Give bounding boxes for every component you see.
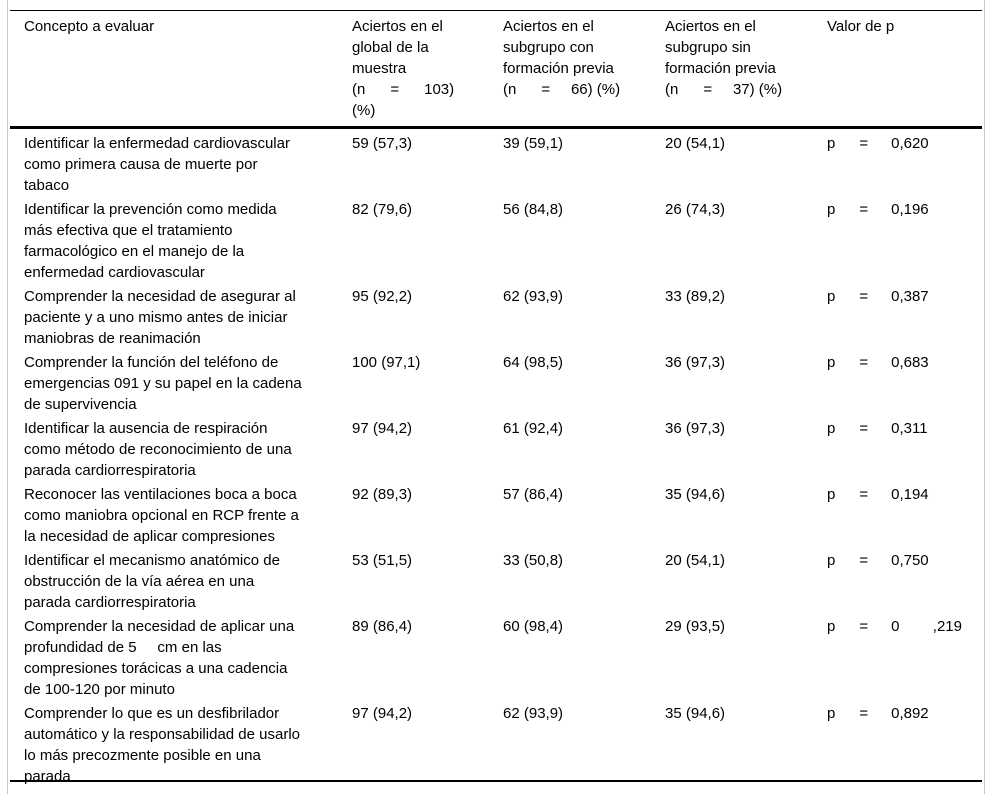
p-equals-sign: = <box>859 354 869 371</box>
without-training-cell: 35 (94,6) <box>665 486 726 503</box>
header-global-sample: Aciertos en el global de la muestra (n =… <box>352 18 455 119</box>
p-value: 0,683 <box>891 354 929 371</box>
p-value-cell: p = 0,892 <box>827 703 982 787</box>
table-bottom-rule <box>10 780 982 782</box>
p-equals-sign: = <box>859 201 869 218</box>
p-equals-sign: = <box>859 420 869 437</box>
global-sample-cell: 82 (79,6) <box>352 201 413 218</box>
table-row: Identificar la ausencia de respiración c… <box>0 417 982 482</box>
p-value: 0,620 <box>891 135 929 152</box>
concept-cell: Identificar la enfermedad cardiovascular… <box>24 135 290 194</box>
p-equals-sign: = <box>859 135 869 152</box>
p-label: p <box>827 354 836 371</box>
table-row: Comprender la necesidad de asegurar al p… <box>0 285 982 350</box>
header-without-training: Aciertos en el subgrupo sin formación pr… <box>665 18 783 98</box>
p-value-cell: p = 0,196 <box>827 199 982 283</box>
concept-cell: Comprender la necesidad de aplicar una p… <box>24 618 295 698</box>
table-row: Reconocer las ventilaciones boca a boca … <box>0 483 982 548</box>
p-value: 0,311 <box>891 420 928 437</box>
concept-cell: Identificar la prevención como medida má… <box>24 201 277 281</box>
p-label: p <box>827 486 836 503</box>
with-training-cell: 62 (93,9) <box>503 288 564 305</box>
p-value-cell: p = 0,311 <box>827 418 982 481</box>
global-sample-cell: 89 (86,4) <box>352 618 413 635</box>
concept-cell: Identificar el mecanismo anatómico de ob… <box>24 552 280 611</box>
table-row: Identificar el mecanismo anatómico de ob… <box>0 549 982 614</box>
p-value-cell: p = 0,387 <box>827 286 982 349</box>
p-label: p <box>827 201 836 218</box>
global-sample-cell: 59 (57,3) <box>352 135 413 152</box>
table-header-row: Concepto a evaluar Aciertos en el global… <box>0 16 982 121</box>
with-training-cell: 62 (93,9) <box>503 705 564 722</box>
table-row: Comprender la función del teléfono de em… <box>0 351 982 416</box>
p-value: 0,194 <box>891 486 929 503</box>
p-label: p <box>827 705 836 722</box>
header-p-value: Valor de p <box>827 18 895 35</box>
table-frame-right-line <box>984 0 985 794</box>
global-sample-cell: 100 (97,1) <box>352 354 421 371</box>
without-training-cell: 20 (54,1) <box>665 552 726 569</box>
table-body: Identificar la enfermedad cardiovascular… <box>0 132 982 789</box>
concept-cell: Comprender la necesidad de asegurar al p… <box>24 288 296 347</box>
table-row: Comprender la necesidad de aplicar una p… <box>0 615 982 701</box>
p-value: 0,892 <box>891 705 929 722</box>
p-value: 0,387 <box>891 288 929 305</box>
without-training-cell: 35 (94,6) <box>665 705 726 722</box>
p-label: p <box>827 288 836 305</box>
table-header-separator-rule <box>10 126 982 129</box>
with-training-cell: 56 (84,8) <box>503 201 564 218</box>
p-equals-sign: = <box>859 705 869 722</box>
p-equals-sign: = <box>859 618 869 635</box>
p-equals-sign: = <box>859 486 869 503</box>
without-training-cell: 36 (97,3) <box>665 354 726 371</box>
global-sample-cell: 97 (94,2) <box>352 420 413 437</box>
with-training-cell: 61 (92,4) <box>503 420 564 437</box>
table-row: Identificar la prevención como medida má… <box>0 198 982 284</box>
p-equals-sign: = <box>859 552 869 569</box>
p-value-cell: p = 0,750 <box>827 550 982 613</box>
global-sample-cell: 97 (94,2) <box>352 705 413 722</box>
p-value-cell: p = 0,194 <box>827 484 982 547</box>
p-value-cell: p = 0,683 <box>827 352 982 415</box>
table-row: Comprender lo que es un desfibrilador au… <box>0 702 982 788</box>
without-training-cell: 20 (54,1) <box>665 135 726 152</box>
concept-cell: Identificar la ausencia de respiración c… <box>24 420 292 479</box>
with-training-cell: 33 (50,8) <box>503 552 564 569</box>
p-value-cell: p = 0,620 <box>827 133 982 196</box>
with-training-cell: 60 (98,4) <box>503 618 564 635</box>
concept-cell: Comprender la función del teléfono de em… <box>24 354 302 413</box>
p-equals-sign: = <box>859 288 869 305</box>
p-label: p <box>827 135 836 152</box>
with-training-cell: 64 (98,5) <box>503 354 564 371</box>
without-training-cell: 33 (89,2) <box>665 288 726 305</box>
p-label: p <box>827 552 836 569</box>
p-value: 0,750 <box>891 552 929 569</box>
with-training-cell: 39 (59,1) <box>503 135 564 152</box>
without-training-cell: 26 (74,3) <box>665 201 726 218</box>
p-value: 0,196 <box>891 201 929 218</box>
global-sample-cell: 53 (51,5) <box>352 552 413 569</box>
without-training-cell: 36 (97,3) <box>665 420 726 437</box>
concept-cell: Reconocer las ventilaciones boca a boca … <box>24 486 299 545</box>
p-value-cell: p = 0 ,219 <box>827 616 982 700</box>
header-with-training: Aciertos en el subgrupo con formación pr… <box>503 18 621 98</box>
without-training-cell: 29 (93,5) <box>665 618 726 635</box>
header-concept: Concepto a evaluar <box>24 18 155 35</box>
table-top-rule <box>10 10 982 11</box>
table-frame-left-line <box>7 0 8 794</box>
global-sample-cell: 95 (92,2) <box>352 288 413 305</box>
p-label: p <box>827 618 836 635</box>
concept-cell: Comprender lo que es un desfibrilador au… <box>24 705 300 785</box>
p-value: 0 ,219 <box>891 618 962 635</box>
with-training-cell: 57 (86,4) <box>503 486 564 503</box>
global-sample-cell: 92 (89,3) <box>352 486 413 503</box>
table-row: Identificar la enfermedad cardiovascular… <box>0 132 982 197</box>
p-label: p <box>827 420 836 437</box>
